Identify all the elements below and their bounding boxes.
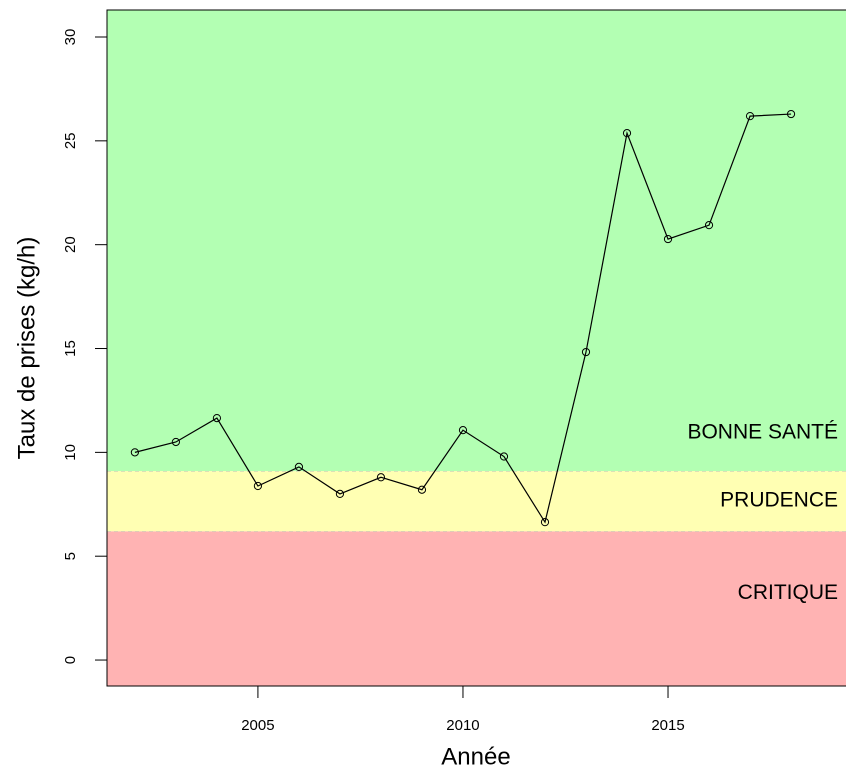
zone [107,471,846,532]
x-axis-title: Année [441,743,510,770]
y-tick-label: 25 [62,132,79,149]
y-tick-label: 5 [62,552,79,560]
point [663,234,673,244]
point [376,473,386,482]
y-axis-title: Taux de prises (kg/h) [13,237,40,460]
point [335,489,345,498]
point [130,448,139,457]
x-tick-label: 2010 [446,717,479,734]
zone-label: PRUDENCE [720,489,838,512]
zone [107,531,846,686]
point [540,518,550,527]
point [704,221,714,230]
zone-label: BONNE SANTÉ [687,421,838,444]
y-tick-label: 15 [62,340,79,357]
y-tick-label: 0 [62,656,79,664]
point [499,452,509,461]
point [458,426,468,435]
point [171,437,180,447]
point [581,347,591,357]
y-tick-label: 30 [62,29,79,46]
plot-frame [106,9,846,687]
point [417,485,427,494]
point [212,413,222,423]
series-line [134,113,792,524]
point [622,129,632,138]
point [253,481,263,491]
x-tick-label: 2005 [241,717,274,734]
y-tick-label: 10 [62,444,79,461]
point [745,112,755,121]
zone [107,10,846,472]
x-tick-label: 2015 [651,717,684,734]
zone-label: CRITIQUE [738,581,838,604]
point [294,462,304,471]
y-tick-label: 20 [62,236,79,253]
point [786,109,796,119]
